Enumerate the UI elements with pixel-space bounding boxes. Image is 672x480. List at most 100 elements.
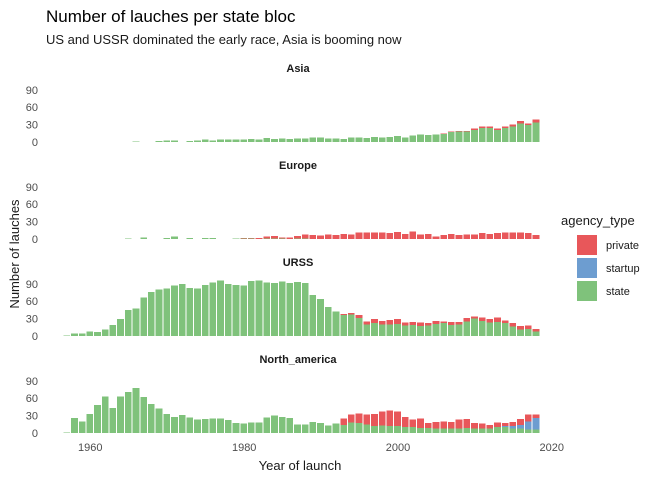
bar-state <box>317 423 324 433</box>
bar-private <box>348 414 355 423</box>
bar-state <box>309 137 317 142</box>
x-tick-label: 1960 <box>78 442 102 454</box>
bar-private <box>440 321 447 324</box>
bar-private <box>386 233 394 239</box>
legend-label-state: state <box>606 286 630 298</box>
bar-private <box>463 419 471 428</box>
bar-private <box>486 233 494 239</box>
bar-state <box>194 140 201 142</box>
bar-state <box>401 137 409 142</box>
bar-private <box>401 322 409 326</box>
bar-state <box>140 297 147 336</box>
bar-private <box>478 233 486 239</box>
bar-state <box>163 288 171 336</box>
bar-private <box>355 315 363 319</box>
bar-state <box>132 387 140 433</box>
bar-state <box>371 426 378 433</box>
bar-state <box>355 423 363 433</box>
legend-key-private <box>577 235 597 255</box>
bar-state <box>201 237 209 239</box>
bar-state <box>224 139 232 142</box>
bar-private <box>363 414 371 425</box>
bar-private <box>448 421 455 429</box>
bar-state <box>109 324 117 336</box>
bar-state <box>132 308 140 336</box>
bar-private <box>486 319 494 323</box>
bar-state <box>371 136 378 142</box>
bar-state <box>317 137 324 142</box>
chart-title: Number of lauches per state bloc <box>46 7 296 26</box>
bar-private <box>240 237 247 239</box>
bar-state <box>86 331 94 336</box>
bar-state <box>240 423 247 433</box>
bar-state <box>409 324 417 336</box>
bar-state <box>71 333 78 336</box>
bar-startup <box>517 424 524 429</box>
bar-private <box>309 234 317 239</box>
bar-state <box>148 404 155 433</box>
y-tick-label: 0 <box>32 428 38 440</box>
bar-state <box>63 335 71 336</box>
bar-private <box>386 410 394 427</box>
bar-private <box>471 316 478 319</box>
bar-state <box>532 331 540 336</box>
bar-private <box>394 411 401 427</box>
bar-private <box>532 234 540 239</box>
bar-private <box>417 322 424 327</box>
bar-state <box>217 280 224 336</box>
bar-private <box>455 130 463 132</box>
bar-private <box>463 318 471 322</box>
bar-state <box>532 122 540 142</box>
panel-urss: URSS 0 30 60 90 <box>26 257 540 343</box>
bar-state <box>140 397 147 433</box>
x-axis-title: Year of launch <box>259 458 342 473</box>
legend: agency_type private startup state <box>561 213 640 301</box>
legend-label-startup: startup <box>606 263 640 275</box>
bar-private <box>501 423 509 427</box>
bar-state <box>478 320 486 336</box>
bar-state <box>178 415 186 433</box>
bar-state <box>294 424 301 433</box>
bar-state <box>455 131 463 142</box>
bar-private <box>424 423 432 428</box>
bar-private <box>294 236 301 239</box>
bar-state <box>248 280 255 336</box>
bar-state <box>355 318 363 336</box>
bar-private <box>486 424 494 429</box>
bar-state <box>501 128 509 142</box>
bar-private <box>424 233 432 239</box>
legend-title: agency_type <box>561 213 635 228</box>
bar-state <box>463 131 471 142</box>
bar-private <box>440 421 447 429</box>
bar-private <box>340 233 347 239</box>
bar-state <box>301 238 309 239</box>
bar-state <box>309 421 317 433</box>
y-tick-label: 30 <box>26 314 38 326</box>
bar-private <box>378 232 386 239</box>
bar-state <box>278 238 286 239</box>
bar-state <box>209 282 217 336</box>
bar-private <box>532 414 540 418</box>
bar-state <box>378 324 386 336</box>
bar-state <box>524 329 532 336</box>
y-tick-label: 0 <box>32 234 38 246</box>
bar-state <box>348 137 355 142</box>
bar-state <box>432 428 440 433</box>
bar-state <box>224 420 232 433</box>
bar-state <box>463 427 471 433</box>
bar-state <box>140 237 147 239</box>
bar-private <box>248 237 255 239</box>
bar-state <box>317 298 324 336</box>
bar-private <box>524 325 532 330</box>
bar-state <box>409 427 417 433</box>
y-tick-label: 60 <box>26 199 38 211</box>
bar-state <box>401 325 409 336</box>
bar-state <box>432 134 440 142</box>
bar-private <box>455 322 463 325</box>
y-tick-label: 0 <box>32 331 38 343</box>
bar-private <box>355 232 363 239</box>
bar-private <box>486 126 494 129</box>
bar-private <box>494 317 501 323</box>
bar-private <box>478 317 486 321</box>
bar-state <box>494 129 501 142</box>
